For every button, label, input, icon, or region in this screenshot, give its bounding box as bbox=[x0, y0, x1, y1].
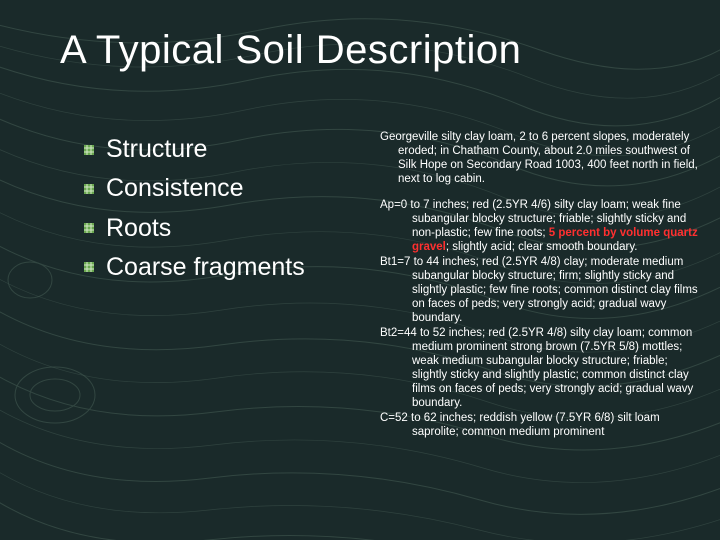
bullet-label: Structure bbox=[106, 134, 207, 165]
list-item: Structure bbox=[82, 134, 362, 165]
bullet-icon bbox=[82, 182, 96, 196]
horizon-pre: Bt1=7 to 44 inches; red (2.5YR 4/8) clay… bbox=[380, 256, 698, 324]
horizon-entry: Bt1=7 to 44 inches; red (2.5YR 4/8) clay… bbox=[380, 255, 704, 325]
list-item: Consistence bbox=[82, 173, 362, 204]
list-item: Coarse fragments bbox=[82, 252, 362, 283]
list-item: Roots bbox=[82, 213, 362, 244]
horizon-pre: C=52 to 62 inches; reddish yellow (7.5YR… bbox=[380, 412, 660, 438]
horizon-pre: Bt2=44 to 52 inches; red (2.5YR 4/8) sil… bbox=[380, 327, 693, 409]
bullet-list: Structure Consistence bbox=[82, 134, 362, 291]
page-title: A Typical Soil Description bbox=[60, 28, 521, 73]
horizon-entry: Bt2=44 to 52 inches; red (2.5YR 4/8) sil… bbox=[380, 326, 704, 410]
intro-paragraph: Georgeville silty clay loam, 2 to 6 perc… bbox=[380, 130, 704, 186]
bullet-icon bbox=[82, 143, 96, 157]
bullet-label: Coarse fragments bbox=[106, 252, 305, 283]
bullet-label: Roots bbox=[106, 213, 171, 244]
slide: A Typical Soil Description Structure bbox=[0, 0, 720, 540]
description-panel: Georgeville silty clay loam, 2 to 6 perc… bbox=[380, 130, 704, 440]
bullet-icon bbox=[82, 221, 96, 235]
horizon-entry: C=52 to 62 inches; reddish yellow (7.5YR… bbox=[380, 411, 704, 439]
bullet-label: Consistence bbox=[106, 173, 244, 204]
horizon-post: ; slightly acid; clear smooth boundary. bbox=[446, 241, 638, 253]
horizon-entry: Ap=0 to 7 inches; red (2.5YR 4/6) silty … bbox=[380, 198, 704, 254]
horizons-list: Ap=0 to 7 inches; red (2.5YR 4/6) silty … bbox=[380, 198, 704, 439]
bullet-icon bbox=[82, 260, 96, 274]
